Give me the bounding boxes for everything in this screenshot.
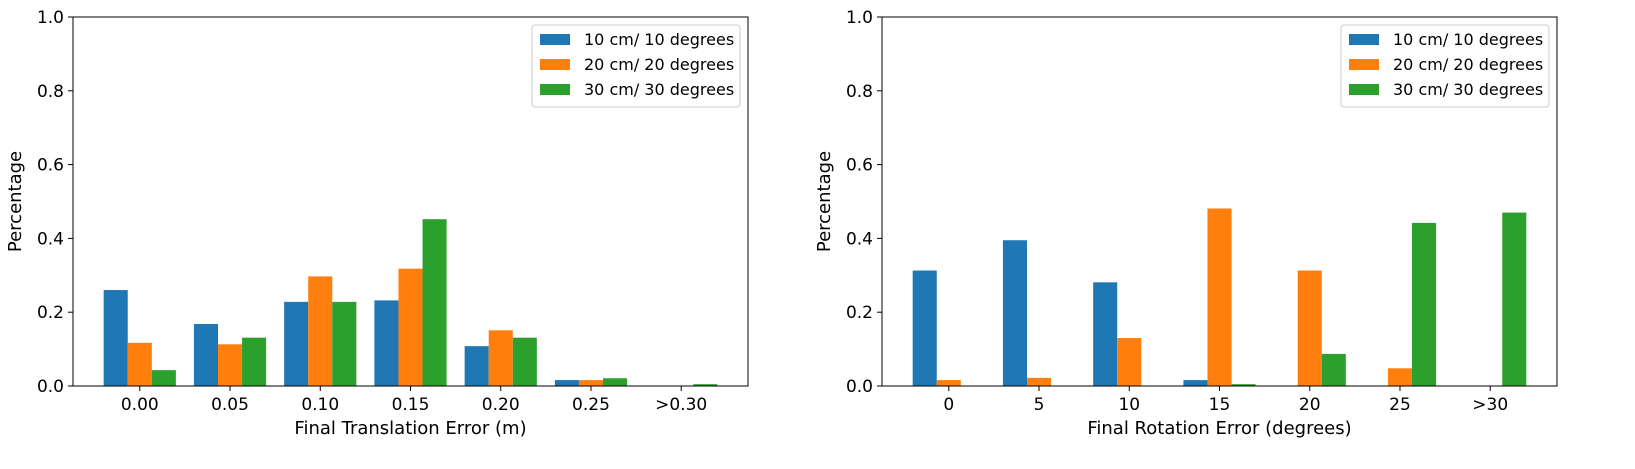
legend-box	[531, 24, 741, 108]
chart-panel-1: 0.0 0.2 0.4 0.6 0.8 1.0 0.00 0.05 0.10 0.15 0.20 0.…	[5, 8, 749, 439]
bar-3-2	[242, 337, 267, 386]
y-tick-label: 0.4	[846, 229, 873, 249]
legend-swatch-2	[540, 59, 570, 70]
legend: 10 cm/ 10 degrees 20 cm/ 20 degrees 30 cm/…	[531, 24, 741, 108]
x-tick-label: 25	[1389, 395, 1411, 415]
legend-box	[1340, 24, 1550, 108]
bar-2-4	[1207, 208, 1232, 386]
x-tick-label: 0	[943, 395, 954, 415]
bar-2-1	[936, 380, 961, 386]
bar-2-4	[398, 268, 423, 386]
y-tick-label: 1.0	[37, 8, 64, 28]
legend-label-2: 20 cm/ 20 degrees	[1393, 55, 1543, 74]
bar-2-2	[217, 344, 243, 386]
bar-3-4	[1231, 384, 1256, 386]
legend-label-3: 30 cm/ 30 degrees	[1393, 80, 1543, 99]
bar-2-2	[1026, 377, 1052, 386]
y-tick-label: 0.2	[37, 303, 64, 323]
bar-3-5	[1321, 353, 1346, 386]
y-tick-label: 0.4	[37, 229, 64, 249]
x-tick-label: 5	[1034, 395, 1045, 415]
y-tick-label: 0.2	[846, 303, 873, 323]
bar-3-4	[422, 219, 447, 386]
x-tick-label: >0.30	[655, 395, 707, 415]
x-tick-label: 0.25	[572, 395, 610, 415]
x-tick-label: 0.20	[482, 395, 520, 415]
x-tick-label: 0.15	[392, 395, 430, 415]
bar-1-3	[284, 301, 309, 386]
x-tick-label: 20	[1299, 395, 1321, 415]
bar-3-1	[151, 370, 176, 386]
bar-1-2	[193, 324, 218, 386]
bar-2-5	[1297, 270, 1322, 386]
bar-3-6	[603, 378, 628, 386]
x-tick-label: >30	[1472, 395, 1508, 415]
bar-2-3	[308, 276, 333, 386]
bar-3-5	[512, 337, 537, 386]
bar-1-3	[1093, 282, 1118, 386]
y-axis-title: Percentage	[5, 151, 26, 252]
bar-3-7	[1502, 212, 1527, 386]
y-tick-label: 0.6	[37, 156, 64, 176]
bar-2-1	[127, 342, 152, 386]
x-tick-label: 15	[1209, 395, 1231, 415]
bar-1-5	[464, 346, 489, 386]
x-tick-label: 0.05	[211, 395, 249, 415]
legend-label-1: 10 cm/ 10 degrees	[1393, 30, 1543, 49]
y-tick-label: 0.0	[846, 377, 873, 397]
y-tick-label: 0.0	[37, 377, 64, 397]
legend-label-1: 10 cm/ 10 degrees	[584, 30, 734, 49]
legend: 10 cm/ 10 degrees 20 cm/ 20 degrees 30 cm/…	[1340, 24, 1550, 108]
y-axis-title: Percentage	[814, 151, 835, 252]
bar-1-4	[1183, 380, 1208, 386]
bar-1-1	[912, 270, 937, 386]
legend-swatch-1	[540, 34, 570, 45]
legend-label-2: 20 cm/ 20 degrees	[584, 55, 734, 74]
y-tick-label: 0.6	[846, 156, 873, 176]
bar-3-7	[693, 384, 718, 386]
bar-1-1	[103, 290, 128, 386]
bar-2-5	[488, 330, 513, 386]
x-axis-title: Final Rotation Error (degrees)	[1087, 418, 1351, 439]
x-tick-label: 10	[1118, 395, 1140, 415]
y-tick-label: 1.0	[846, 8, 873, 28]
bar-1-4	[374, 300, 399, 386]
bar-1-2	[1002, 240, 1027, 386]
bar-2-3	[1117, 338, 1142, 386]
bar-2-6	[578, 380, 604, 386]
y-tick-label: 0.8	[846, 82, 873, 102]
legend-swatch-3	[540, 84, 570, 95]
bar-1-6	[554, 380, 579, 386]
x-tick-label: 0.00	[121, 395, 159, 415]
bar-3-6	[1412, 222, 1437, 386]
legend-swatch-2	[1349, 59, 1379, 70]
chart-panel-2: 0.0 0.2 0.4 0.6 0.8 1.0 0 5 10 15 20 25 >30 Final Rot…	[814, 8, 1558, 439]
legend-swatch-1	[1349, 34, 1379, 45]
x-tick-label: 0.10	[301, 395, 339, 415]
legend-label-3: 30 cm/ 30 degrees	[584, 80, 734, 99]
bar-3-3	[332, 301, 357, 386]
bar-2-6	[1387, 368, 1413, 386]
y-tick-label: 0.8	[37, 82, 64, 102]
x-axis-title: Final Translation Error (m)	[294, 418, 526, 439]
legend-swatch-3	[1349, 84, 1379, 95]
